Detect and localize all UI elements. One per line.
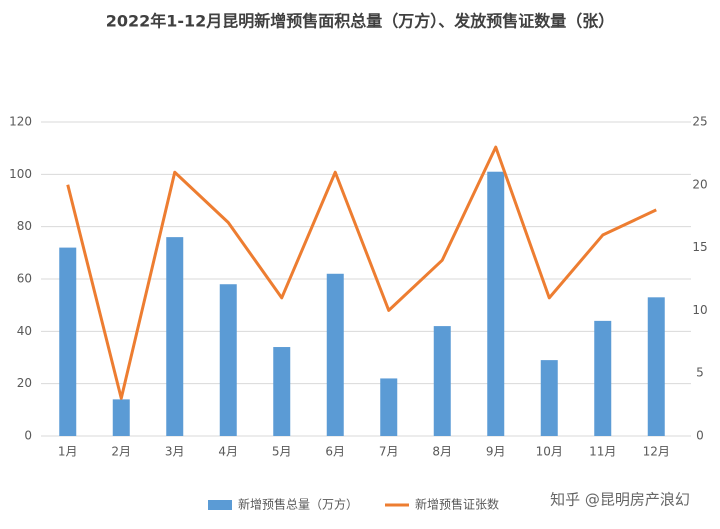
x-tick-label: 8月 xyxy=(432,445,452,459)
legend-label: 新增预售总量（万方） xyxy=(238,497,358,512)
y-tick-label: 100 xyxy=(9,167,32,181)
bar xyxy=(380,378,398,436)
x-tick-label: 11月 xyxy=(589,445,616,459)
bar xyxy=(540,360,558,436)
y-tick-label: 40 xyxy=(17,324,32,338)
bar xyxy=(326,273,344,436)
x-tick-label: 3月 xyxy=(165,445,185,459)
x-tick-label: 9月 xyxy=(486,445,506,459)
y2-tick-label: 20 xyxy=(692,177,707,191)
y-tick-label: 20 xyxy=(17,376,32,390)
line xyxy=(66,145,657,400)
bar xyxy=(166,237,184,436)
bar xyxy=(647,297,665,436)
y-tick-label: 120 xyxy=(9,115,32,129)
y2-tick-label: 25 xyxy=(692,115,707,129)
y-tick-label: 80 xyxy=(17,219,32,233)
y2-tick-label: 10 xyxy=(692,303,707,317)
x-tick-label: 6月 xyxy=(325,445,345,459)
y2-tick-label: 0 xyxy=(696,429,704,443)
chart-title: 2022年1-12月昆明新增预售面积总量（万方）、发放预售证数量（张） xyxy=(106,12,615,31)
bar xyxy=(112,399,130,436)
bar xyxy=(219,284,237,436)
bar xyxy=(273,347,291,436)
legend-swatch xyxy=(208,500,232,510)
x-tick-label: 4月 xyxy=(218,445,238,459)
y-tick-label: 60 xyxy=(17,272,32,286)
bar xyxy=(487,171,505,436)
x-tick-label: 5月 xyxy=(272,445,292,459)
x-tick-label: 7月 xyxy=(379,445,399,459)
bar xyxy=(594,320,612,436)
watermark: 知乎 @昆明房产浪幻 xyxy=(550,491,690,509)
y2-tick-label: 15 xyxy=(692,240,707,254)
x-tick-label: 10月 xyxy=(536,445,563,459)
x-tick-label: 12月 xyxy=(643,445,670,459)
y2-tick-label: 5 xyxy=(696,366,704,380)
bar xyxy=(433,326,451,436)
legend-label: 新增预售证张数 xyxy=(415,497,499,512)
x-tick-label: 1月 xyxy=(58,445,78,459)
x-tick-label: 2月 xyxy=(111,445,131,459)
bar xyxy=(59,247,77,436)
y-tick-label: 0 xyxy=(24,429,32,443)
